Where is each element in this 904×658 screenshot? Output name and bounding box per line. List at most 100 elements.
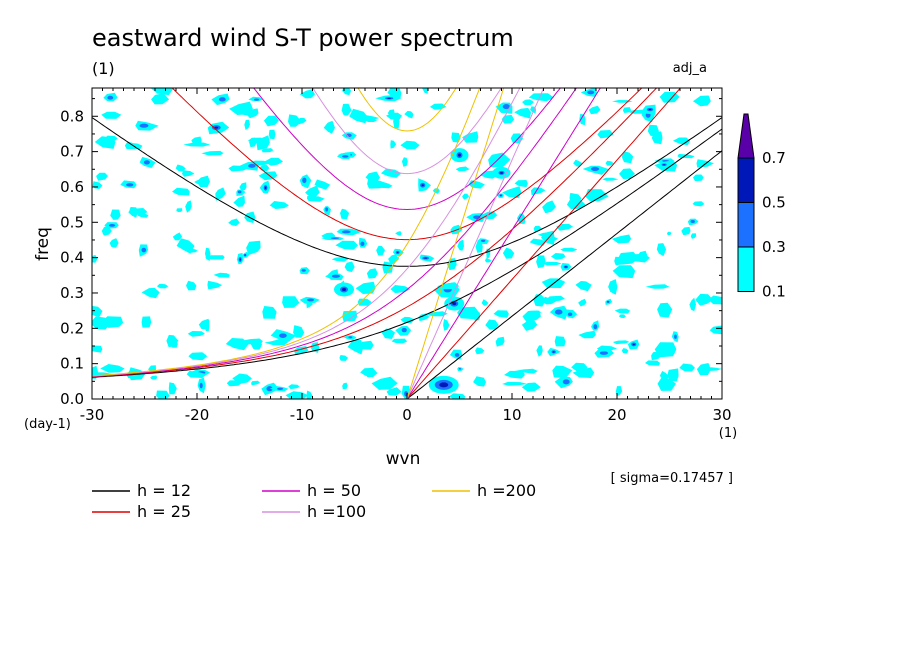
contour-patch: [207, 280, 223, 290]
contour-patch: [578, 330, 596, 339]
contour-patch: [293, 325, 305, 338]
ig-curve-h12: [92, 117, 722, 267]
kelvin-curve-h200: [406, 88, 505, 399]
contour-patch: [677, 153, 695, 159]
contour-patch-high: [663, 164, 666, 166]
x-tick-label: 20: [607, 406, 626, 424]
contour-patch: [692, 201, 705, 207]
contour-patch: [390, 140, 397, 149]
contour-patch-mid: [562, 379, 570, 385]
contour-patch: [529, 238, 546, 246]
contour-patch: [517, 213, 526, 224]
kelvin-curve-h50: [406, 88, 601, 399]
contour-patch: [418, 313, 430, 322]
contour-patch: [299, 89, 315, 99]
contour-patch: [612, 265, 636, 279]
ig-curve-h25: [171, 88, 643, 241]
contour-patch-mid: [401, 327, 407, 333]
mrg-curve-h50: [92, 88, 577, 377]
contour-patch: [306, 390, 313, 399]
contour-patch: [128, 208, 148, 215]
contour-patch: [656, 243, 667, 257]
x-tick-label: -20: [185, 406, 210, 424]
contour-patch: [125, 141, 135, 148]
contour-patch-high: [424, 257, 428, 259]
contour-patch: [109, 238, 119, 248]
contour-patch-mid: [342, 155, 349, 158]
contour-patch: [101, 226, 112, 236]
mrg-curve-h25: [92, 88, 658, 378]
contour-patch: [437, 282, 460, 290]
contour-patch: [485, 258, 492, 263]
contour-patch: [168, 382, 177, 395]
contour-patch: [622, 107, 632, 113]
contour-patch: [92, 181, 103, 189]
contour-patch: [514, 107, 531, 119]
contour-patch: [667, 368, 679, 382]
contour-patch: [344, 261, 355, 272]
contour-patch: [386, 387, 402, 396]
x-tick-label: 30: [712, 406, 731, 424]
ig-curve-h50: [253, 88, 561, 211]
y-tick-label: 0.7: [60, 143, 84, 161]
dispersion-curves: [92, 88, 722, 399]
contour-patch-mid: [454, 353, 460, 357]
contour-patch-mid: [139, 123, 149, 128]
contour-patch: [176, 238, 195, 254]
colorbar: 0.1 0.3 0.5 0.7: [737, 113, 786, 301]
contour-patch: [245, 108, 259, 119]
contour-patch: [150, 88, 174, 96]
colorbar-label: 0.1: [762, 283, 786, 301]
y-axis-ticks: 0.0 0.1 0.2 0.3 0.4 0.5 0.6 0.7 0.8: [60, 98, 722, 408]
contour-patch: [579, 113, 586, 126]
contour-patch: [305, 185, 320, 198]
contour-patch-high: [387, 97, 391, 99]
contour-patch: [366, 268, 378, 279]
contour-patch: [170, 339, 178, 348]
mrg-curve-h12: [92, 128, 722, 378]
contour-patch: [400, 316, 415, 324]
contour-patch-mid: [107, 95, 114, 100]
contour-patch: [225, 338, 249, 351]
colorbar-label: 0.3: [762, 238, 786, 256]
contour-patch: [547, 295, 565, 302]
contour-patch: [239, 182, 247, 191]
contour-patch: [172, 232, 183, 241]
contour-patch: [404, 110, 414, 119]
contour-patch-high: [458, 153, 461, 157]
contour-patch: [681, 226, 691, 236]
contour-patch: [185, 200, 192, 213]
contour-patch-mid: [331, 274, 340, 278]
contour-patch: [638, 250, 648, 260]
contour-patch: [645, 284, 670, 289]
contour-patch-high: [607, 301, 609, 303]
contour-patch-high: [239, 258, 241, 261]
contour-patch-mid: [341, 230, 351, 234]
contour-patch: [541, 230, 555, 246]
contour-patch: [542, 200, 556, 214]
contour-patch-mid: [325, 207, 329, 212]
contour-patch-mid: [307, 298, 315, 302]
contour-patch: [657, 302, 673, 318]
contour-patch: [367, 178, 390, 189]
contour-patch: [693, 95, 711, 107]
colorbar-segment: [737, 246, 755, 292]
x-tick-label: -10: [290, 406, 315, 424]
contour-patch: [485, 319, 499, 330]
contour-patch: [371, 376, 398, 390]
x-tick-label: 0: [402, 406, 412, 424]
contour-patch: [575, 281, 592, 292]
contour-patch: [359, 340, 374, 350]
contour-patch: [92, 345, 103, 353]
contour-patch: [288, 384, 300, 390]
contour-patch: [566, 199, 586, 210]
legend-label: h = 50: [307, 481, 361, 500]
contour-patch: [360, 367, 377, 378]
contour-patch: [395, 231, 402, 236]
contour-patch: [388, 254, 400, 265]
contour-patch-high: [244, 254, 246, 256]
contour-patch: [391, 338, 408, 344]
contour-patch: [502, 247, 515, 259]
contour-patch: [619, 168, 635, 179]
